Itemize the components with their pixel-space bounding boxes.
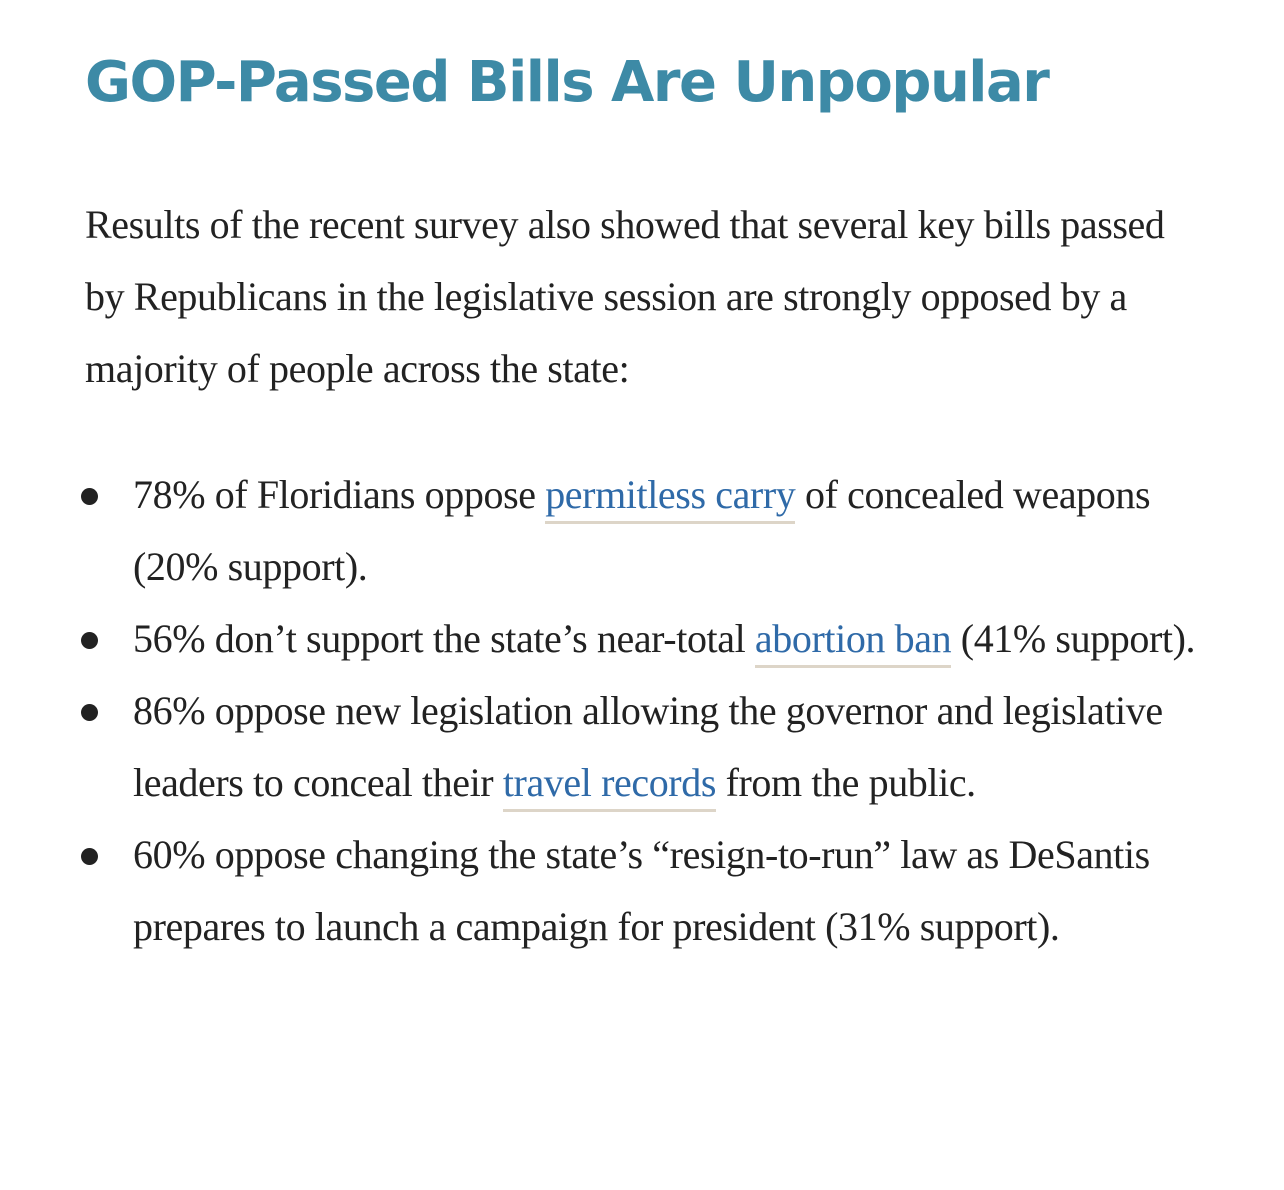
item-text: from the public. [715, 760, 977, 805]
item-text: 86% oppose new legislation allowing the … [133, 688, 1163, 805]
inline-link[interactable]: travel records [502, 760, 716, 812]
intro-paragraph: Results of the recent survey also showed… [85, 202, 1165, 391]
inline-link[interactable]: permitless carry [545, 472, 796, 524]
list-item: 60% oppose changing the state’s “resign-… [81, 819, 1203, 963]
heading: GOP-Passed Bills Are Unpopular [85, 50, 1050, 115]
item-text: of concealed weapons (20% support). [133, 472, 1151, 589]
list-item: 86% oppose new legislation allowing the … [81, 675, 1203, 819]
item-text: 60% oppose changing the state’s “resign-… [133, 832, 1150, 949]
item-text: (41% support). [951, 616, 1196, 661]
inline-link[interactable]: abortion ban [754, 616, 952, 668]
bullet-list: 78% of Floridians oppose permitless carr… [81, 459, 1203, 963]
item-text: 56% don’t support the state’s near-total [133, 616, 755, 661]
list-item: 78% of Floridians oppose permitless carr… [81, 459, 1203, 603]
list-item: 56% don’t support the state’s near-total… [81, 603, 1203, 675]
item-text: 78% of Floridians oppose [133, 472, 546, 517]
